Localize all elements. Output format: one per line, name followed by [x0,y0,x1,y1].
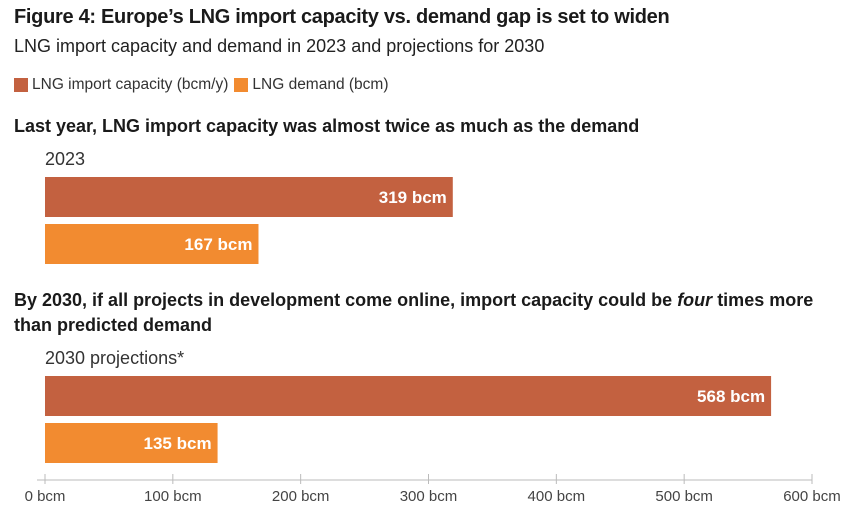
bar-capacity-2023 [45,177,453,217]
bar-value-label: 319 bcm [379,188,447,207]
bar-value-label: 167 bcm [184,235,252,254]
heading-part: By 2030, if all projects in development … [14,290,678,310]
x-tick-label: 100 bcm [144,488,202,505]
group-label-2030: 2030 projections* [45,348,185,368]
legend-swatch-capacity [14,78,28,92]
heading-part: four [677,290,713,310]
chart-title: Figure 4: Europe’s LNG import capacity v… [14,6,670,28]
x-tick-label: 300 bcm [400,488,458,505]
legend-item-capacity: LNG import capacity (bcm/y) [14,76,228,94]
legend-label-capacity: LNG import capacity (bcm/y) [32,76,229,93]
section-heading-2023: Last year, LNG import capacity was almos… [14,114,844,139]
bar-value-label: 568 bcm [697,387,765,406]
chart-subtitle: LNG import capacity and demand in 2023 a… [14,36,545,56]
group-label-2023: 2023 [45,149,86,169]
legend: LNG import capacity (bcm/y) LNG demand (… [14,76,395,94]
x-tick-label: 400 bcm [528,488,586,505]
heading-part: Last year, LNG import capacity was almos… [14,116,640,136]
bar-demand-2030 [45,423,218,463]
legend-label-demand: LNG demand (bcm) [252,76,389,93]
legend-item-demand: LNG demand (bcm) [234,76,389,94]
bar-value-label: 135 bcm [144,434,212,453]
section-heading-2030: By 2030, if all projects in development … [14,288,844,338]
legend-swatch-demand [234,78,249,92]
heading-part: times more than predicted demand [14,290,814,335]
x-tick-label: 0 bcm [25,488,66,505]
bar-demand-2023 [45,224,259,264]
x-tick-label: 600 bcm [783,488,841,505]
x-tick-label: 200 bcm [272,488,330,505]
bar-capacity-2030 [45,376,772,416]
x-tick-label: 500 bcm [655,488,713,505]
